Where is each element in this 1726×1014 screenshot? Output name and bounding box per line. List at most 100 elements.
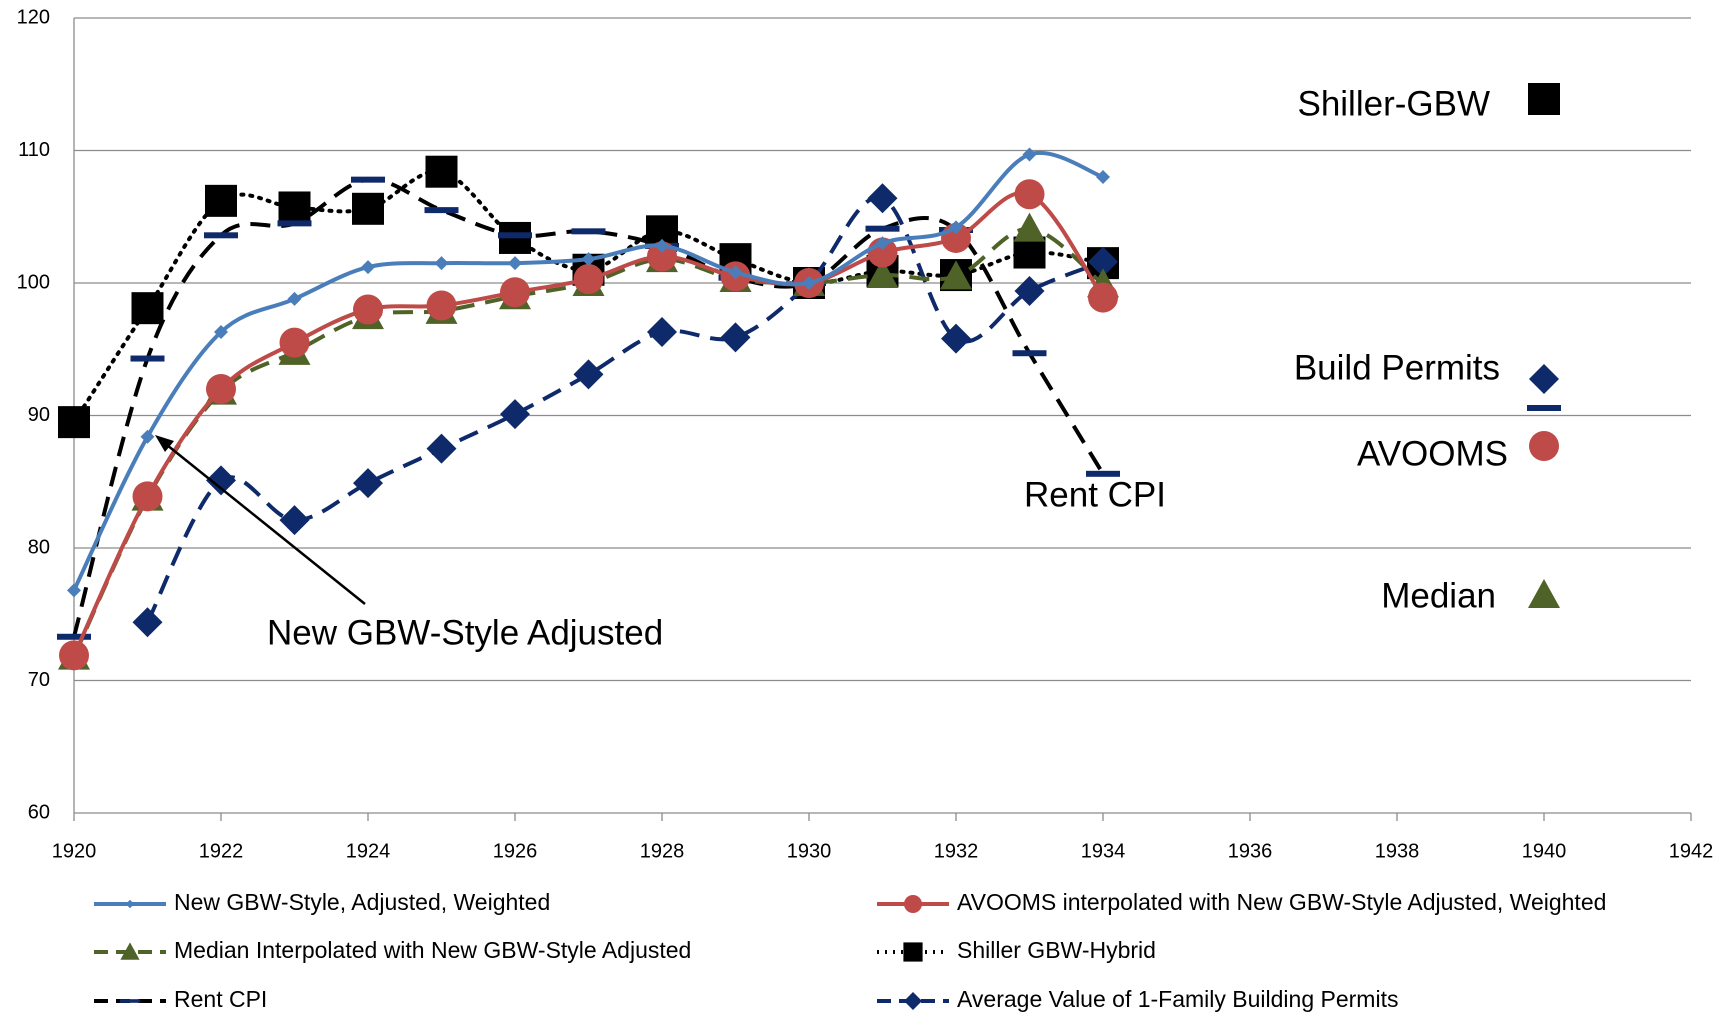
marker	[425, 155, 458, 188]
y-tick-label: 70	[28, 669, 50, 691]
x-tick-label: 1942	[1669, 840, 1714, 862]
marker	[1529, 431, 1559, 461]
x-tick-label: 1938	[1375, 840, 1420, 862]
y-tick-label: 90	[28, 404, 50, 426]
marker	[802, 276, 816, 290]
marker	[1014, 179, 1045, 210]
marker	[205, 184, 237, 217]
marker	[279, 327, 310, 358]
legend-marker	[904, 992, 922, 1010]
marker	[140, 429, 155, 444]
marker	[573, 264, 604, 295]
marker	[875, 236, 890, 251]
legend-label: Rent CPI	[174, 986, 267, 1012]
x-tick-label: 1932	[934, 840, 979, 862]
marker	[130, 355, 165, 362]
x-tick-label: 1936	[1228, 840, 1273, 862]
annotation: New GBW-Style Adjusted	[267, 613, 663, 652]
marker	[1527, 405, 1561, 411]
marker	[277, 220, 312, 227]
marker	[647, 317, 677, 348]
x-tick-label: 1940	[1522, 840, 1567, 862]
marker	[132, 481, 163, 512]
line	[72, 169, 1105, 425]
marker	[352, 192, 384, 225]
marker	[67, 583, 81, 598]
arrow-line	[161, 440, 366, 605]
marker	[59, 640, 89, 671]
annotation: Build Permits	[1294, 348, 1500, 387]
marker	[214, 325, 228, 340]
x-tick-label: 1922	[199, 840, 244, 862]
marker	[206, 465, 236, 496]
marker	[206, 374, 236, 404]
marker	[1088, 282, 1118, 313]
marker	[1013, 236, 1046, 269]
marker	[426, 290, 457, 321]
marker	[498, 232, 532, 239]
marker	[353, 294, 383, 325]
x-tick-label: 1920	[52, 840, 97, 862]
marker	[1528, 579, 1560, 608]
marker	[287, 291, 302, 306]
y-tick-label: 110	[18, 139, 50, 161]
marker	[131, 292, 164, 325]
y-tick-label: 100	[17, 271, 50, 293]
marker	[500, 399, 530, 430]
x-tick-label: 1924	[346, 840, 391, 862]
marker	[58, 406, 90, 439]
legend-label: Average Value of 1-Family Building Permi…	[957, 986, 1398, 1012]
marker	[866, 259, 899, 289]
x-tick-label: 1934	[1081, 840, 1126, 862]
marker	[1013, 212, 1046, 242]
marker	[434, 256, 449, 271]
marker	[1012, 350, 1047, 357]
marker	[132, 607, 163, 638]
line	[72, 150, 1104, 592]
marker	[279, 505, 310, 536]
marker	[949, 220, 963, 235]
marker	[1096, 170, 1110, 184]
marker	[867, 183, 898, 214]
marker	[1014, 275, 1045, 306]
y-tick-label: 60	[28, 801, 50, 823]
marker	[655, 238, 669, 253]
legend-marker	[903, 942, 923, 962]
marker	[865, 225, 900, 232]
legend-label: AVOOMS interpolated with New GBW-Style A…	[957, 889, 1606, 915]
marker	[426, 433, 457, 464]
legend-marker	[904, 895, 922, 913]
marker	[500, 277, 530, 308]
marker	[508, 256, 522, 271]
annotation: Shiller-GBW	[1297, 84, 1490, 123]
x-tick-label: 1930	[787, 840, 832, 862]
marker	[1529, 364, 1559, 394]
marker	[1022, 147, 1037, 162]
marker	[57, 633, 91, 640]
marker	[573, 359, 604, 390]
marker	[1086, 470, 1120, 477]
marker	[720, 322, 751, 353]
legend-label: Shiller GBW-Hybrid	[957, 937, 1156, 963]
marker	[351, 176, 385, 183]
legend-marker	[119, 999, 141, 1003]
y-tick-label: 80	[28, 536, 50, 558]
x-tick-label: 1928	[640, 840, 685, 862]
marker	[424, 207, 459, 214]
marker	[571, 228, 606, 235]
series	[67, 147, 1110, 598]
marker	[278, 191, 311, 224]
marker	[728, 265, 743, 280]
marker	[1088, 246, 1118, 277]
legend-label: New GBW-Style, Adjusted, Weighted	[174, 889, 550, 915]
marker	[1528, 83, 1560, 115]
marker	[204, 232, 238, 239]
x-tick-label: 1926	[493, 840, 538, 862]
annotation: AVOOMS	[1357, 434, 1508, 473]
marker	[941, 323, 971, 354]
legend-marker	[120, 942, 140, 960]
annotation: Rent CPI	[1024, 475, 1166, 514]
arrow-head	[155, 435, 174, 452]
marker	[940, 260, 972, 290]
